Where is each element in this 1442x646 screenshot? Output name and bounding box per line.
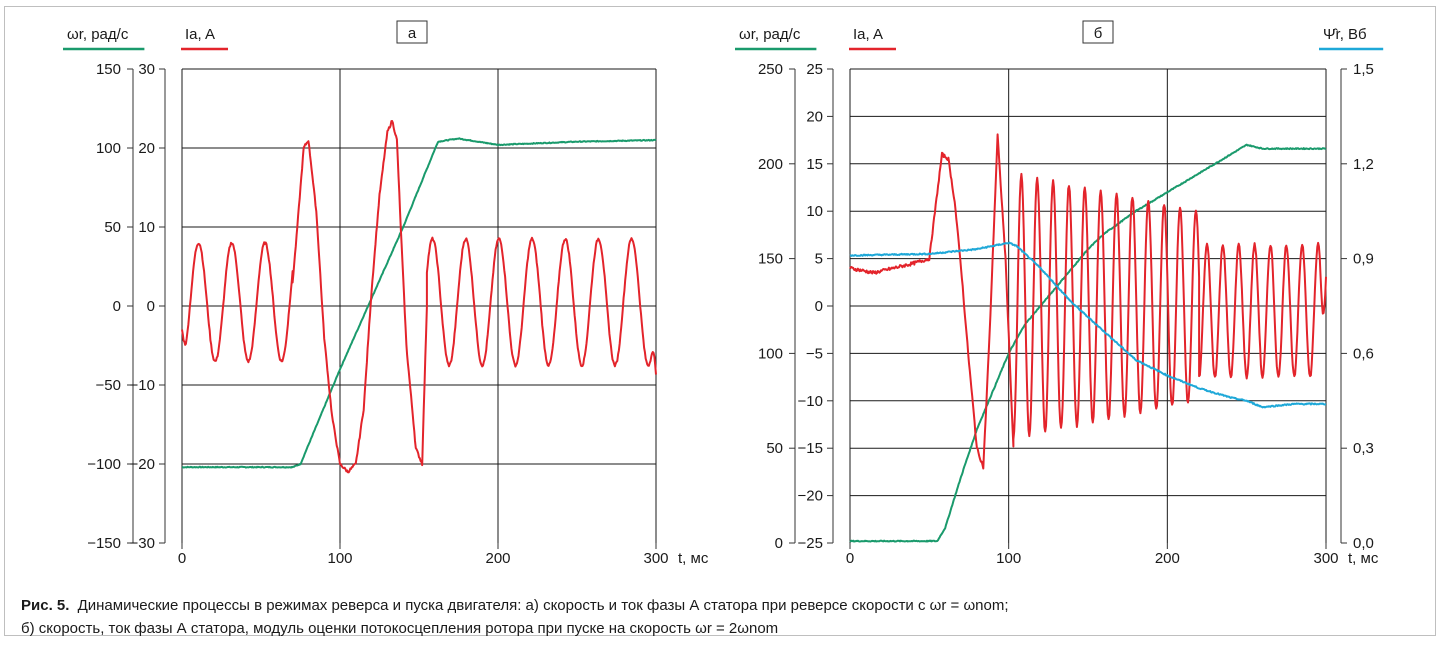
y-tick-label: −20 <box>798 488 823 505</box>
y-tick-label: 0,3 <box>1353 440 1374 457</box>
y-tick-label: 0,9 <box>1353 251 1374 268</box>
panel-label-box <box>1082 20 1114 44</box>
y-tick-label: 0,6 <box>1353 345 1374 362</box>
y-tick-label: 10 <box>806 203 823 220</box>
y-tick-label: 150 <box>758 251 783 268</box>
y-tick-label: 20 <box>806 108 823 125</box>
y-tick-label: 0,0 <box>1353 535 1374 552</box>
x-tick-label: 300 <box>1313 550 1338 567</box>
y-tick-label: 100 <box>96 140 121 157</box>
series-line-speed <box>181 137 657 469</box>
y-tick-label: −150 <box>87 535 121 552</box>
panel-label-box <box>396 20 428 44</box>
panel-label: б <box>1094 25 1103 42</box>
y-tick-label: 20 <box>138 140 155 157</box>
y-tick-label: 200 <box>758 156 783 173</box>
figure-caption: Рис. 5. Динамические процессы в режимах … <box>21 594 1009 640</box>
y-axis-label: ωr, рад/с <box>739 26 801 43</box>
x-tick-label: 100 <box>996 550 1021 567</box>
y-tick-label: 10 <box>138 219 155 236</box>
y-tick-label: 100 <box>758 345 783 362</box>
y-tick-label: −15 <box>798 440 823 457</box>
y-tick-label: 50 <box>766 440 783 457</box>
x-tick-label: 0 <box>846 550 854 567</box>
y-tick-label: −50 <box>96 377 121 394</box>
y-tick-label: 0 <box>147 298 155 315</box>
y-tick-label: 250 <box>758 61 783 78</box>
panel-label: а <box>408 25 417 42</box>
y-axis-label: ωr, рад/с <box>67 26 129 43</box>
y-tick-label: 5 <box>815 251 823 268</box>
chart-panel-б <box>735 20 1384 549</box>
caption-text-1: Динамические процессы в режимах реверса … <box>77 597 1009 614</box>
series-line-flux <box>849 241 1327 409</box>
y-tick-label: 15 <box>806 156 823 173</box>
figure-frame: 0 100 200 300 t, мс −150 −100 −50 0 50 100 150 ωr, р… <box>4 6 1436 637</box>
caption-figure-number: Рис. 5. <box>21 597 70 614</box>
caption-line-1: Рис. 5. Динамические процессы в режимах … <box>21 594 1009 617</box>
y-tick-label: −5 <box>806 345 823 362</box>
y-tick-label: 150 <box>96 61 121 78</box>
y-tick-label: −30 <box>130 535 155 552</box>
y-axis-label: Ψ̂r, Вб <box>1323 26 1367 43</box>
y-tick-label: 25 <box>806 61 823 78</box>
series-line-speed <box>849 143 1327 543</box>
y-tick-label: 30 <box>138 61 155 78</box>
y-tick-label: −20 <box>130 456 155 473</box>
x-tick-label: 200 <box>485 550 510 567</box>
series-line-current <box>181 120 657 474</box>
x-axis-label: t, мс <box>1348 550 1379 567</box>
y-axis-label: Ia, A <box>185 26 215 43</box>
y-tick-label: −10 <box>798 393 823 410</box>
series-line-current <box>849 133 1327 470</box>
y-tick-label: 0 <box>113 298 121 315</box>
y-tick-label: −25 <box>798 535 823 552</box>
x-tick-label: 300 <box>643 550 668 567</box>
caption-line-2: б) скорость, ток фазы А статора, модуль … <box>21 620 779 637</box>
y-tick-label: 1,5 <box>1353 61 1374 78</box>
y-tick-label: −10 <box>130 377 155 394</box>
x-axis-label: t, мс <box>678 550 709 567</box>
y-tick-label: 0 <box>775 535 783 552</box>
x-tick-label: 0 <box>178 550 186 567</box>
x-tick-label: 100 <box>327 550 352 567</box>
x-tick-label: 200 <box>1155 550 1180 567</box>
y-tick-label: 50 <box>104 219 121 236</box>
y-tick-label: −100 <box>87 456 121 473</box>
chart-panel-а <box>63 20 657 549</box>
y-axis-label: Ia, A <box>853 26 883 43</box>
y-tick-label: 1,2 <box>1353 156 1374 173</box>
y-tick-label: 0 <box>815 298 823 315</box>
